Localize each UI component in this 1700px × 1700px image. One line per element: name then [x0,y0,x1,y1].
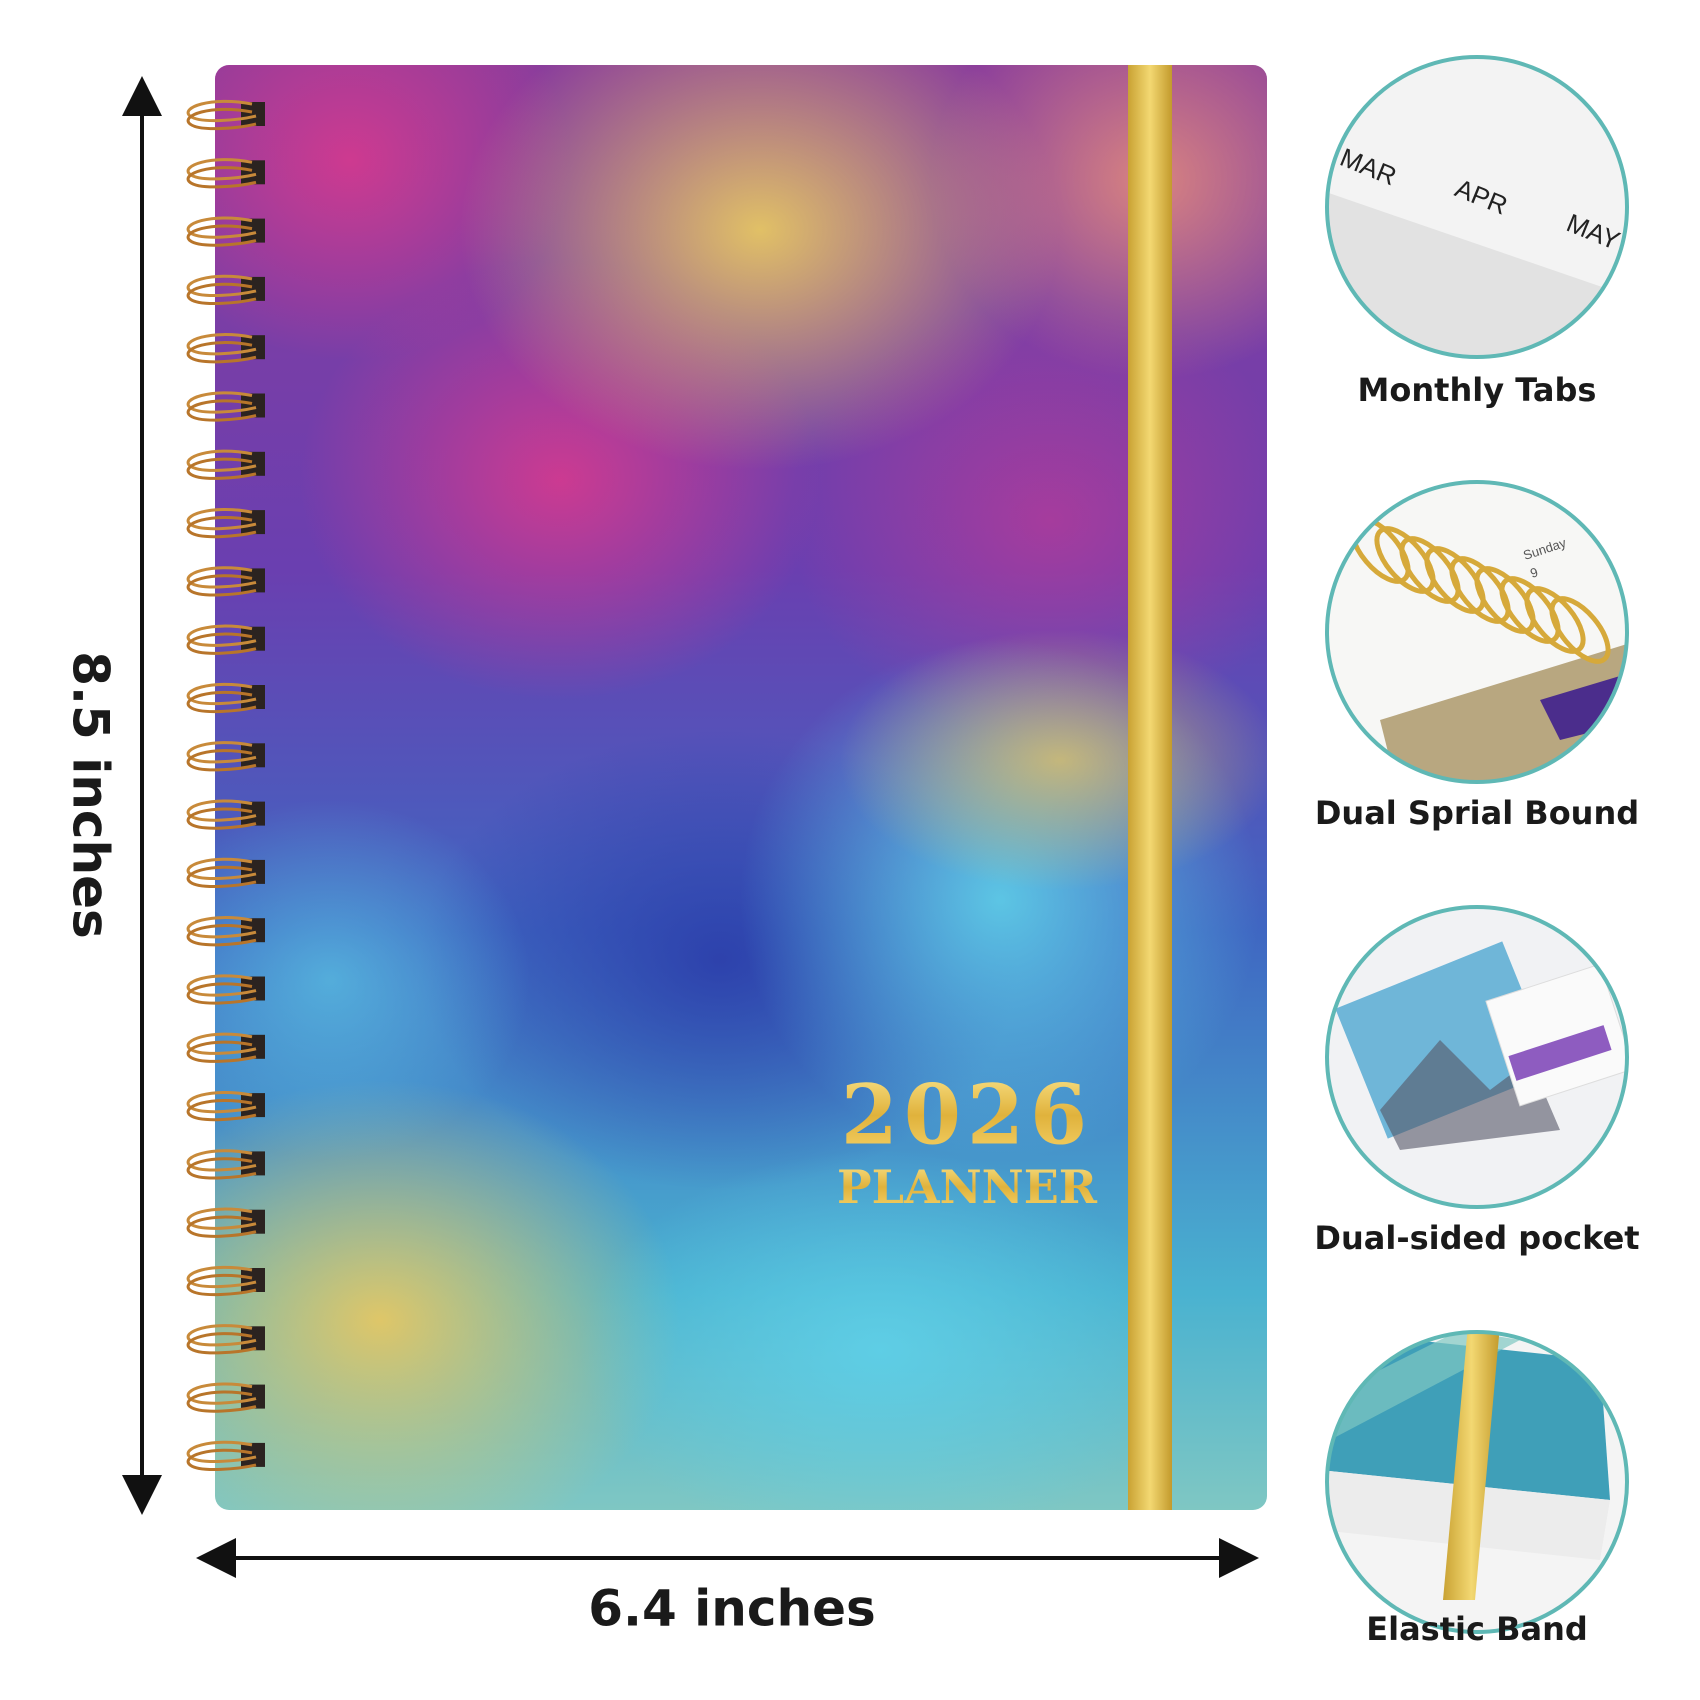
cover-label: PLANNER [837,1160,1098,1214]
binding-hole [241,335,265,360]
spiral-ring [186,1157,257,1180]
spiral-ring [186,282,257,306]
spiral-ring [1374,526,1436,594]
spiral-ring [186,1273,257,1297]
feature-label: Dual-sided pocket [1314,1219,1639,1257]
binding-hole [241,743,265,768]
spiral-ring [186,1099,257,1122]
binding-hole [241,393,265,418]
spiral-ring [186,924,257,947]
binding-hole [241,568,265,593]
spiral-ring [186,1448,257,1472]
planner-cover: 2026 PLANNER [215,65,1267,1510]
width-label: 6.4 inches [588,1580,876,1638]
binding-hole [241,685,265,709]
spiral-ring [186,399,257,422]
feature-label: Dual Sprial Bound [1315,794,1639,832]
feature-label: Elastic Band [1366,1610,1588,1648]
binding-hole [241,1268,265,1292]
height-label: 8.5 inches [62,651,120,939]
spiral-ring [1399,536,1461,604]
binding-hole [241,801,265,826]
binding-hole [241,626,265,651]
binding-hole [241,859,265,884]
spiral-ring [186,1215,257,1238]
binding-hole [241,102,265,126]
feature-elastic: Elastic Band [1325,1330,1629,1648]
cover-year: 2026 [841,1067,1093,1163]
binding-hole [241,218,265,243]
spiral-ring [186,341,257,364]
spiral-ring [186,749,257,772]
binding-hole [241,1326,265,1351]
binding-hole [241,918,265,943]
spiral-ring [186,516,257,539]
binding-hole [241,451,265,476]
binding-hole [241,1034,265,1059]
binding-hole [241,1151,265,1176]
binding-hole [241,1384,265,1409]
spiral-ring [186,807,257,830]
feature-tabs: MAR APR MAY Monthly Tabs [1325,55,1629,409]
spiral-ring [186,865,257,889]
spiral-ring [186,1390,257,1413]
binding-hole [241,1209,265,1234]
spiral-ring [1474,566,1536,634]
spiral-ring [186,982,257,1005]
spiral-ring [186,224,257,247]
feature-spiral: Sunday 9 Dual Sprial Bound [1315,480,1639,832]
spiral-ring [1499,576,1561,644]
spiral-ring [186,1040,257,1063]
spiral-ring [186,690,257,714]
spiral-ring [186,1332,257,1355]
spiral-binding [186,99,265,1472]
spiral-ring [1549,596,1611,664]
spiral-ring [1524,586,1586,654]
page-date: 9 [1528,564,1540,581]
spiral-ring [186,632,257,655]
elastic-band [1128,65,1172,1510]
binding-hole [241,160,265,185]
spiral-ring [186,166,257,189]
spiral-ring [1449,556,1511,624]
feature-label: Monthly Tabs [1358,371,1597,409]
spiral-ring [186,457,257,480]
binding-hole [241,1442,265,1467]
spiral-ring [186,574,257,597]
spiral-ring [186,107,257,131]
binding-hole [241,1093,265,1118]
binding-hole [241,510,265,535]
feature-pocket: Dual-sided pocket [1314,905,1640,1257]
binding-hole [241,276,265,301]
binding-hole [241,976,265,1001]
spiral-ring [1424,546,1486,614]
